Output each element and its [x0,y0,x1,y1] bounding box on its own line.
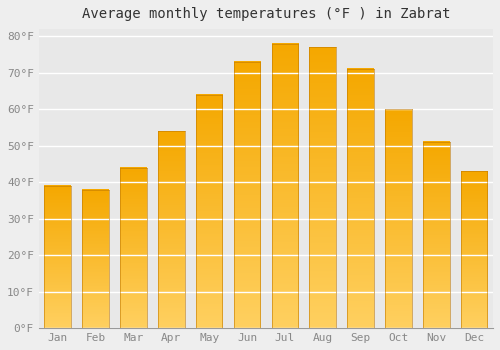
Bar [158,131,184,328]
Bar [385,109,411,328]
Bar [310,47,336,328]
Bar [82,190,109,328]
Bar [120,168,146,328]
Bar [348,69,374,328]
Bar [234,62,260,328]
Bar [272,44,298,328]
Bar [423,142,450,328]
Title: Average monthly temperatures (°F ) in Zabrat: Average monthly temperatures (°F ) in Za… [82,7,450,21]
Bar [461,172,487,328]
Bar [44,186,71,328]
Bar [196,95,222,328]
